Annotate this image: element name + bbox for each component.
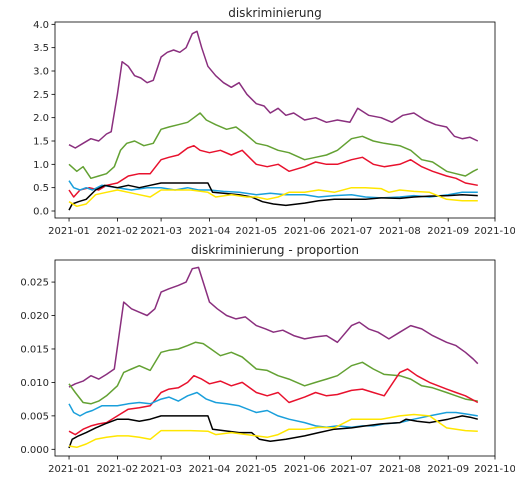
- chart-panel-1: diskriminierung 2021-01 2021-02 2021-03 2021…: [33, 6, 515, 237]
- y-tick-label: 2.0: [33, 113, 49, 124]
- x-tick-label: 2021-03: [140, 464, 182, 475]
- y-tick-label: 0.025: [20, 278, 49, 289]
- x-tick-label: 2021-06: [284, 226, 326, 237]
- series-line-4: [68, 391, 478, 428]
- chart-panel-2: diskriminierung - proportion 2021-01 2021-…: [20, 243, 515, 475]
- x-tick-label: 2021-09: [427, 226, 469, 237]
- y-tick-label: 0.005: [20, 411, 49, 422]
- x-tick-label: 2021-04: [189, 226, 231, 237]
- x-tick-label: 2021-08: [379, 226, 421, 237]
- series-line-2: [68, 341, 478, 405]
- x-tick-label: 2021-04: [189, 464, 231, 475]
- series-line-1: [68, 266, 479, 388]
- chart-title: diskriminierung - proportion: [191, 243, 359, 257]
- x-tick-label: 2021-10: [474, 226, 515, 237]
- x-tick-label: 2021-01: [48, 226, 90, 237]
- series-line-5: [68, 182, 478, 211]
- series-line-2: [68, 112, 479, 180]
- y-tick-label: 1.0: [33, 160, 49, 171]
- series-line-6: [68, 186, 478, 208]
- series-line-3: [68, 368, 479, 436]
- x-tick-label: 2021-06: [284, 464, 326, 475]
- y-tick-label: 2.5: [33, 90, 49, 101]
- y-tick-label: 0.0: [33, 207, 49, 218]
- y-tick-label: 0.000: [20, 445, 49, 456]
- x-tick-label: 2021-05: [235, 464, 277, 475]
- y-tick-label: 0.015: [20, 344, 49, 355]
- x-tick-label: 2021-07: [331, 226, 373, 237]
- series-line-1: [68, 30, 479, 149]
- chart-title: diskriminierung: [228, 6, 322, 20]
- x-tick-label: 2021-09: [427, 464, 469, 475]
- y-tick-label: 3.5: [33, 43, 49, 54]
- y-tick-label: 0.020: [20, 311, 49, 322]
- y-tick-label: 0.010: [20, 378, 49, 389]
- x-tick-label: 2021-03: [140, 226, 182, 237]
- y-tick-label: 3.0: [33, 67, 49, 78]
- y-tick-label: 1.5: [33, 137, 49, 148]
- x-tick-label: 2021-10: [474, 464, 515, 475]
- series-line-3: [68, 144, 478, 198]
- series-line-4: [68, 180, 478, 199]
- x-tick-label: 2021-02: [97, 464, 139, 475]
- x-tick-label: 2021-02: [97, 226, 139, 237]
- series-line-6: [68, 413, 478, 449]
- x-tick-label: 2021-05: [235, 226, 277, 237]
- x-tick-label: 2021-07: [331, 464, 373, 475]
- y-tick-label: 4.0: [33, 20, 49, 31]
- plot-frame: [54, 259, 496, 457]
- plot-frame: [54, 21, 496, 219]
- x-tick-label: 2021-08: [379, 464, 421, 475]
- y-tick-label: 0.5: [33, 183, 49, 194]
- series-line-5: [68, 415, 478, 449]
- x-tick-label: 2021-01: [48, 464, 90, 475]
